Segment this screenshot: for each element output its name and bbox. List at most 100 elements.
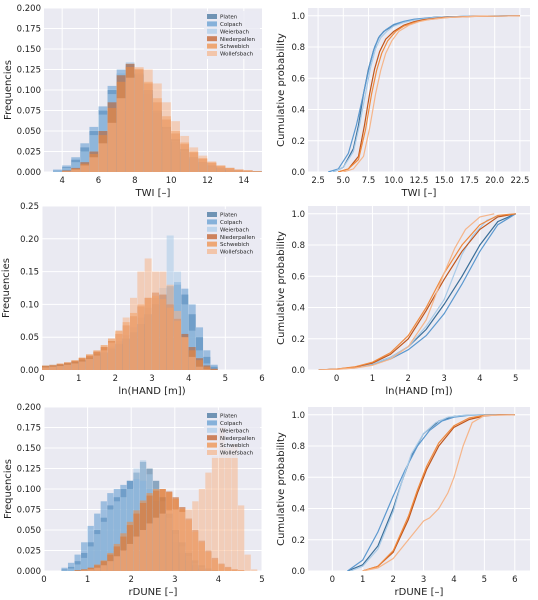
bar-wollefsbach	[134, 67, 144, 172]
bar-wollefsbach	[188, 356, 196, 370]
line-weierbach	[350, 414, 515, 571]
x-tick-label: 12.5	[410, 176, 429, 186]
x-tick-label: 3	[421, 575, 426, 585]
bar-wollefsbach	[94, 567, 101, 571]
x-axis-label: ln(HAND [m])	[118, 386, 185, 397]
bar-weierbach	[71, 162, 81, 172]
bar-wollefsbach	[80, 165, 90, 172]
bar-wollefsbach	[171, 121, 180, 172]
bar-wollefsbach	[108, 342, 116, 370]
legend-box	[204, 11, 260, 59]
legend-entry: Colpach	[220, 220, 243, 226]
bar-wollefsbach	[181, 337, 189, 370]
bar-wollefsbach	[179, 511, 186, 571]
bar-schwebich	[196, 360, 204, 370]
y-tick-label: 0.175	[17, 25, 41, 35]
x-tick-label: 10	[166, 176, 177, 186]
legend-swatch	[207, 427, 217, 433]
legend-swatch	[207, 435, 217, 441]
bar-colpach	[74, 554, 81, 571]
bar-colpach	[196, 327, 204, 370]
bar-wollefsbach	[146, 523, 153, 571]
x-tick-label: 14	[238, 176, 249, 186]
bar-wollefsbach	[234, 169, 244, 172]
bar-wollefsbach	[56, 366, 64, 370]
legend-entry: Wollefsbach	[220, 52, 254, 58]
y-tick-label: 0.125	[17, 465, 41, 475]
x-tick-label: 22.5	[510, 176, 529, 186]
bar-wollefsbach	[133, 536, 140, 571]
y-tick-label: 0.4	[291, 505, 305, 515]
bar-wollefsbach	[252, 171, 262, 172]
bar-schwebich	[74, 570, 81, 571]
legend-swatch	[207, 21, 217, 27]
x-tick-label: 17.5	[460, 176, 479, 186]
bar-colpach	[81, 542, 88, 571]
y-tick-label: 0.25	[20, 202, 39, 212]
x-tick-label: 15.0	[435, 176, 454, 186]
bar-wollefsbach	[251, 569, 258, 571]
bar-wollefsbach	[231, 443, 238, 571]
y-tick-label: 0.150	[17, 444, 41, 454]
y-tick-label: 0.025	[17, 148, 41, 158]
legend-swatch	[207, 450, 217, 455]
legend-swatch	[207, 442, 217, 448]
legend-entry: Niederpallen	[220, 235, 255, 241]
x-tick-label: 0	[39, 374, 44, 384]
bar-colpach	[203, 350, 211, 370]
bar-wollefsbach	[185, 509, 192, 571]
x-tick-label: 1	[370, 374, 375, 384]
x-tick-label: 5.0	[337, 176, 351, 186]
y-tick-label: 1.0	[291, 12, 305, 22]
y-tick-label: 0.000	[17, 567, 41, 577]
bar-colpach	[67, 562, 75, 571]
bar-weierbach	[80, 151, 90, 172]
bar-wollefsbach	[166, 510, 173, 571]
bar-wollefsbach	[203, 369, 211, 370]
legend-entry: Weierbach	[220, 29, 250, 35]
bar-wollefsbach	[243, 170, 253, 172]
legend-entry: Platen	[220, 414, 238, 420]
y-tick-label: 0.6	[291, 272, 305, 282]
bar-wollefsbach	[159, 513, 166, 571]
bar-wollefsbach	[100, 565, 107, 571]
bar-wollefsbach	[71, 363, 79, 370]
line-weierbach	[332, 15, 520, 172]
legend-swatch	[207, 219, 217, 225]
x-tick-label: 1	[360, 575, 365, 585]
legend-box	[204, 410, 260, 458]
bar-colpach	[61, 567, 68, 571]
data-layer	[42, 235, 218, 370]
legend-swatch	[207, 212, 217, 217]
legend-swatch	[207, 36, 217, 42]
legend-entry: Weierbach	[220, 428, 250, 434]
x-axis-label: TWI [–]	[135, 188, 171, 199]
y-tick-label: 0.0	[291, 168, 305, 178]
y-tick-label: 0.8	[291, 442, 305, 452]
y-tick-label: 0.4	[291, 304, 305, 314]
y-tick-label: 0.8	[291, 43, 305, 53]
y-axis-label: Frequencies	[3, 459, 14, 519]
bar-wollefsbach	[122, 317, 130, 370]
y-axis-label: Cumulative probability	[276, 231, 287, 345]
y-tick-label: 0.050	[17, 127, 41, 137]
bar-wollefsbach	[189, 147, 199, 172]
bar-wollefsbach	[78, 361, 86, 370]
y-tick-label: 0.175	[17, 424, 41, 434]
legend-entry: Colpach	[220, 421, 243, 427]
x-tick-label: 6	[512, 575, 517, 585]
bar-schwebich	[210, 369, 218, 370]
legend-swatch	[207, 413, 217, 418]
y-tick-label: 0.075	[17, 506, 41, 516]
bar-wollefsbach	[180, 135, 190, 172]
x-tick-label: 4	[216, 575, 221, 585]
x-tick-label: 0	[330, 575, 335, 585]
legend-entry: Platen	[220, 15, 238, 21]
line-schwebich	[318, 213, 516, 370]
bar-wollefsbach	[120, 550, 127, 571]
legend-swatch	[207, 14, 217, 19]
y-tick-label: 0.8	[291, 241, 305, 251]
bar-wollefsbach	[89, 157, 99, 172]
legend-entry: Schwebich	[220, 242, 250, 248]
